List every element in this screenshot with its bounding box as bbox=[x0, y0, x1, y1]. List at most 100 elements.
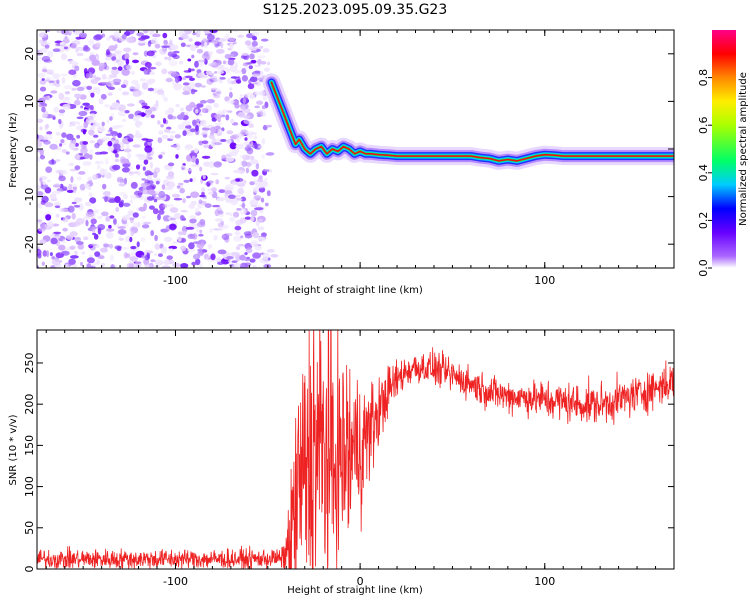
noise-speckle bbox=[61, 132, 67, 138]
noise-speckle bbox=[95, 87, 101, 95]
noise-speckle bbox=[198, 60, 204, 67]
noise-speckle bbox=[88, 129, 95, 136]
noise-speckle bbox=[83, 236, 89, 241]
noise-speckle bbox=[126, 103, 135, 107]
noise-speckle bbox=[154, 43, 161, 49]
noise-speckle bbox=[242, 52, 249, 56]
noise-speckle bbox=[141, 178, 146, 181]
noise-speckle bbox=[133, 88, 140, 92]
noise-speckle bbox=[245, 247, 253, 254]
noise-speckle bbox=[91, 226, 96, 233]
noise-speckle bbox=[206, 34, 215, 41]
noise-speckle bbox=[249, 94, 256, 99]
noise-speckle bbox=[199, 166, 203, 172]
noise-speckle bbox=[167, 56, 172, 61]
noise-speckle bbox=[258, 145, 264, 149]
noise-speckle bbox=[195, 124, 199, 132]
noise-speckle bbox=[202, 249, 208, 253]
noise-speckle bbox=[208, 161, 216, 168]
noise-speckle bbox=[89, 243, 97, 247]
noise-speckle bbox=[37, 190, 44, 197]
noise-speckle bbox=[227, 58, 235, 66]
noise-speckle bbox=[197, 202, 204, 209]
snr-ytick-label: 50 bbox=[23, 521, 36, 535]
noise-speckle bbox=[147, 140, 153, 146]
noise-speckle bbox=[184, 75, 193, 79]
noise-speckle bbox=[235, 178, 240, 182]
noise-speckle bbox=[216, 70, 225, 75]
noise-speckle bbox=[174, 75, 180, 84]
noise-speckle bbox=[229, 142, 237, 150]
noise-speckle bbox=[78, 48, 84, 52]
noise-speckle bbox=[212, 204, 221, 208]
noise-speckle bbox=[257, 58, 262, 66]
noise-speckle bbox=[217, 261, 224, 265]
noise-speckle bbox=[77, 243, 85, 250]
noise-speckle bbox=[109, 254, 114, 262]
noise-speckle bbox=[237, 243, 246, 247]
noise-speckle bbox=[233, 41, 237, 45]
noise-speckle bbox=[194, 60, 199, 68]
noise-speckle bbox=[174, 134, 181, 139]
snr-ytick-label: 100 bbox=[23, 476, 36, 497]
noise-speckle bbox=[65, 264, 69, 268]
noise-speckle bbox=[54, 205, 61, 209]
noise-speckle bbox=[83, 58, 90, 61]
noise-speckle bbox=[158, 190, 166, 199]
noise-speckle bbox=[147, 250, 154, 254]
spectrogram-xlabel: Height of straight line (km) bbox=[287, 285, 423, 296]
noise-speckle bbox=[89, 125, 96, 131]
noise-speckle bbox=[226, 130, 234, 135]
noise-speckle bbox=[132, 52, 139, 56]
noise-speckle bbox=[91, 59, 100, 66]
noise-speckle bbox=[254, 142, 258, 150]
noise-speckle bbox=[59, 41, 65, 46]
noise-speckle bbox=[39, 126, 43, 131]
noise-speckle bbox=[68, 69, 77, 75]
noise-speckle bbox=[241, 67, 247, 75]
noise-speckle bbox=[167, 171, 175, 178]
noise-speckle bbox=[122, 47, 132, 52]
noise-speckle bbox=[163, 128, 171, 133]
noise-speckle bbox=[92, 174, 99, 180]
noise-speckle bbox=[56, 79, 60, 85]
noise-speckle bbox=[74, 93, 82, 99]
noise-speckle bbox=[61, 77, 66, 84]
noise-speckle bbox=[257, 178, 264, 183]
noise-speckle bbox=[224, 54, 232, 59]
noise-speckle bbox=[184, 112, 189, 115]
noise-speckle bbox=[37, 256, 38, 258]
noise-speckle bbox=[220, 42, 224, 49]
noise-speckle bbox=[134, 83, 141, 91]
noise-speckle bbox=[142, 186, 147, 193]
noise-speckle bbox=[266, 190, 271, 197]
noise-speckle bbox=[90, 218, 97, 225]
noise-speckle bbox=[203, 161, 211, 167]
noise-speckle bbox=[210, 75, 218, 80]
noise-speckle bbox=[216, 197, 225, 202]
noise-speckle bbox=[42, 68, 48, 73]
noise-speckle bbox=[120, 247, 130, 250]
noise-speckle bbox=[129, 256, 139, 262]
noise-speckle bbox=[149, 106, 157, 112]
noise-speckle bbox=[242, 62, 249, 67]
noise-speckle bbox=[206, 99, 215, 104]
noise-speckle bbox=[250, 155, 255, 160]
noise-speckle bbox=[162, 204, 168, 208]
noise-speckle bbox=[76, 86, 85, 92]
noise-speckle bbox=[209, 228, 213, 233]
noise-speckle bbox=[191, 155, 196, 163]
noise-speckle bbox=[117, 110, 127, 117]
noise-speckle bbox=[257, 236, 264, 240]
noise-speckle bbox=[102, 191, 111, 197]
noise-speckle bbox=[89, 149, 94, 154]
noise-speckle bbox=[84, 183, 90, 187]
noise-speckle bbox=[88, 38, 95, 46]
noise-speckle bbox=[221, 154, 227, 160]
noise-speckle bbox=[253, 195, 262, 200]
noise-speckle bbox=[109, 215, 115, 219]
noise-speckle bbox=[128, 113, 135, 120]
noise-speckle bbox=[204, 41, 208, 49]
noise-speckle bbox=[80, 147, 88, 154]
noise-speckle bbox=[229, 43, 234, 50]
